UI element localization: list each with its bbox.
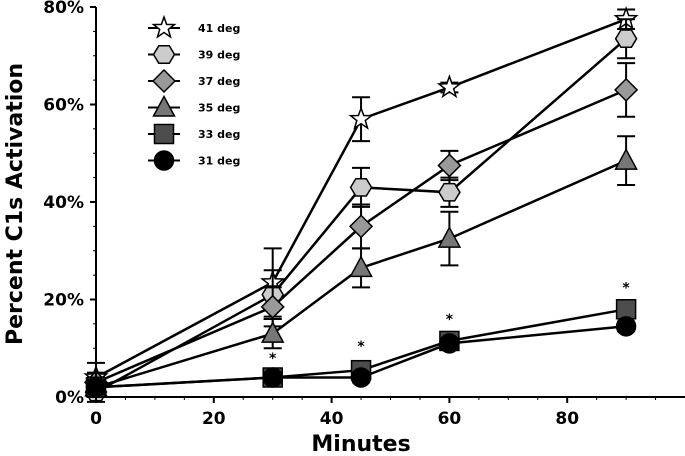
- legend-marker-31-deg: [153, 150, 175, 171]
- x-tick-label: 60: [438, 409, 462, 429]
- data-point-37-deg: [260, 294, 285, 319]
- y-axis-title: Percent C1s Activation: [3, 63, 28, 345]
- legend-item-31-deg: 31 deg: [148, 150, 240, 171]
- y-tick-label: 0%: [55, 388, 84, 408]
- data-point-31-deg: [439, 333, 460, 354]
- data-point-41-deg: [348, 105, 374, 130]
- y-tick-label: 60%: [43, 96, 84, 116]
- legend-label: 35 deg: [198, 102, 240, 115]
- legend-marker-37-deg: [151, 68, 177, 94]
- data-point-35-deg: [437, 225, 462, 248]
- data-point-39-deg: [614, 29, 638, 49]
- data-point-35-deg: [260, 321, 285, 343]
- data-point-39-deg: [349, 177, 373, 197]
- significance-marker: *: [622, 280, 630, 296]
- data-point-41-deg: [436, 74, 463, 99]
- significance-marker: *: [446, 312, 454, 328]
- y-tick-label: 80%: [43, 0, 84, 18]
- x-axis-title: Minutes: [311, 432, 410, 456]
- x-tick-label: 80: [555, 409, 579, 429]
- legend-label: 41 deg: [198, 22, 240, 35]
- legend-marker-41-deg: [151, 14, 177, 39]
- significance-marker: *: [357, 339, 365, 355]
- series-31-deg: [85, 316, 637, 398]
- legend-label: 37 deg: [198, 75, 240, 88]
- data-point-37-deg: [614, 77, 639, 102]
- significance-marker: *: [269, 351, 277, 367]
- legend-item-37-deg: 37 deg: [148, 68, 240, 94]
- legend-item-35-deg: 35 deg: [148, 94, 240, 117]
- data-point-35-deg: [349, 255, 373, 278]
- legend-label: 39 deg: [198, 49, 240, 62]
- legend-marker-33-deg: [153, 123, 175, 145]
- legend-label: 33 deg: [198, 128, 240, 141]
- data-point-39-deg: [438, 182, 461, 202]
- legend: 41 deg 39 deg 37 deg 35 deg 33 deg 31 deg: [148, 14, 240, 171]
- legend-label: 31 deg: [198, 155, 240, 168]
- data-point-31-deg: [262, 367, 283, 388]
- legend-marker-35-deg: [152, 94, 176, 117]
- legend-marker-39-deg: [152, 45, 176, 64]
- x-tick-label: 0: [90, 409, 102, 429]
- data-point-31-deg: [615, 316, 637, 337]
- y-tick-label: 40%: [43, 193, 84, 213]
- data-point-37-deg: [437, 153, 462, 178]
- data-point-37-deg: [348, 214, 374, 239]
- x-tick-label: 20: [202, 409, 226, 429]
- legend-item-41-deg: 41 deg: [148, 14, 240, 39]
- legend-item-33-deg: 33 deg: [148, 123, 240, 145]
- data-point-33-deg: [615, 299, 637, 320]
- legend-item-39-deg: 39 deg: [148, 45, 240, 64]
- data-point-31-deg: [350, 367, 372, 388]
- data-point-35-deg: [614, 147, 638, 170]
- y-tick-label: 20%: [43, 291, 84, 311]
- x-tick-label: 40: [320, 409, 344, 429]
